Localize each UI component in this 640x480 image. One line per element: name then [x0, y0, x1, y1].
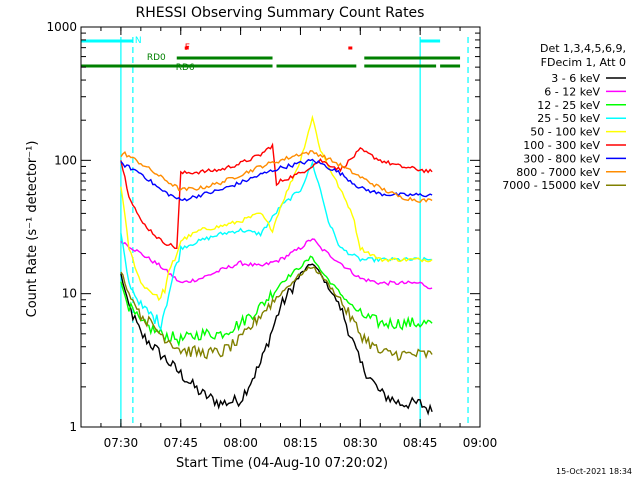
- chart-title: RHESSI Observing Summary Count Rates: [136, 5, 425, 21]
- legend-header: Det 1,3,4,5,6,9,: [540, 42, 626, 55]
- series-line-4: [120, 114, 433, 302]
- y-tick-label: 10: [62, 287, 77, 301]
- x-axis-label: Start Time (04-Aug-10 07:20:02): [176, 456, 388, 471]
- series-line-5: [120, 142, 433, 250]
- x-tick-label: 08:00: [223, 436, 258, 450]
- x-tick-label: 07:45: [163, 436, 198, 450]
- x-tick-label: 09:00: [463, 436, 498, 450]
- state-label-f: F: [185, 43, 190, 53]
- legend-label: 7000 - 15000 keV: [502, 179, 600, 192]
- legend-label: 800 - 7000 keV: [516, 166, 600, 179]
- series-line-2: [120, 255, 433, 348]
- series-line-8: [120, 266, 433, 362]
- series-line-7: [120, 150, 433, 204]
- x-tick-label: 08:45: [403, 436, 438, 450]
- series-line-6: [120, 158, 433, 202]
- state-label-rd0: RD0: [147, 53, 166, 63]
- state-label-rd6: RD6: [176, 63, 195, 73]
- legend-label: 12 - 25 keV: [537, 99, 600, 112]
- legend-label: 25 - 50 keV: [537, 112, 600, 125]
- legend-header: FDecim 1, Att 0: [541, 56, 626, 69]
- legend-label: 300 - 800 keV: [523, 152, 600, 165]
- series-line-0: [120, 263, 433, 416]
- footer-timestamp: 15-Oct-2021 18:34: [556, 467, 632, 476]
- y-tick-label: 1000: [46, 20, 77, 34]
- y-tick-label: 1: [69, 420, 77, 434]
- x-tick-label: 08:15: [283, 436, 318, 450]
- state-label-n: N: [135, 36, 142, 46]
- x-tick-label: 07:30: [104, 436, 139, 450]
- legend-label: 100 - 300 keV: [523, 139, 600, 152]
- legend: Det 1,3,4,5,6,9,FDecim 1, Att 0 3 - 6 keV…: [502, 42, 626, 192]
- legend-label: 6 - 12 keV: [544, 85, 600, 98]
- x-tick-label: 08:30: [343, 436, 378, 450]
- y-axis-label: Count Rate (s⁻¹ detector⁻¹): [25, 141, 40, 318]
- legend-label: 50 - 100 keV: [530, 126, 600, 139]
- y-tick-label: 100: [54, 153, 77, 167]
- plot-area: N F RD0 RD6 1 10 100 1000 07:30 07:45 08:00 08:15 08…: [46, 20, 497, 450]
- legend-label: 3 - 6 keV: [551, 72, 600, 85]
